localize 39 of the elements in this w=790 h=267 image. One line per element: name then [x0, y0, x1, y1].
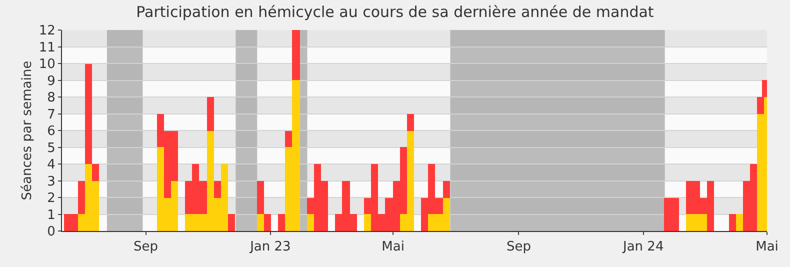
bar [78, 181, 85, 214]
x-tick-label: Sep [506, 240, 531, 255]
chart-title: Participation en hémicycle au cours de sa dernière année de mandat [136, 3, 654, 22]
y-tick-label: 5 [47, 140, 56, 156]
bar [228, 214, 235, 231]
x-tick-label: Sep [134, 240, 158, 255]
y-tick-label: 12 [38, 24, 56, 39]
bar [364, 214, 371, 231]
y-tick-label: 4 [47, 158, 56, 173]
bar [285, 131, 292, 147]
y-tick-label: 9 [47, 74, 56, 89]
bar [278, 214, 285, 231]
bar [264, 214, 271, 231]
y-axis-title: Séances par semaine [20, 60, 35, 200]
bar [736, 214, 743, 231]
y-tick-label: 10 [38, 57, 56, 72]
y-tick-label: 7 [47, 107, 56, 122]
bar [214, 181, 221, 198]
bar [292, 30, 300, 80]
bar [257, 181, 264, 214]
x-tick-label: Mai [382, 240, 404, 255]
x-tick-label: Mai [756, 240, 778, 255]
bar [85, 64, 92, 164]
bar [443, 181, 450, 198]
y-tick-label: 6 [47, 124, 56, 140]
bar [729, 214, 736, 231]
bar [407, 114, 414, 131]
x-tick-label: Jan 23 [249, 240, 291, 255]
bar [307, 214, 314, 231]
bar [257, 214, 264, 231]
y-tick-label: 8 [47, 90, 56, 106]
y-tick-label: 2 [47, 191, 56, 206]
y-tick-label: 3 [47, 174, 56, 190]
y-tick-label: 0 [47, 224, 56, 240]
y-tick-label: 11 [38, 40, 56, 56]
bar [207, 97, 214, 131]
bar [92, 164, 99, 181]
x-tick-label: Jan 24 [622, 240, 664, 255]
y-tick-label: 1 [47, 208, 56, 223]
